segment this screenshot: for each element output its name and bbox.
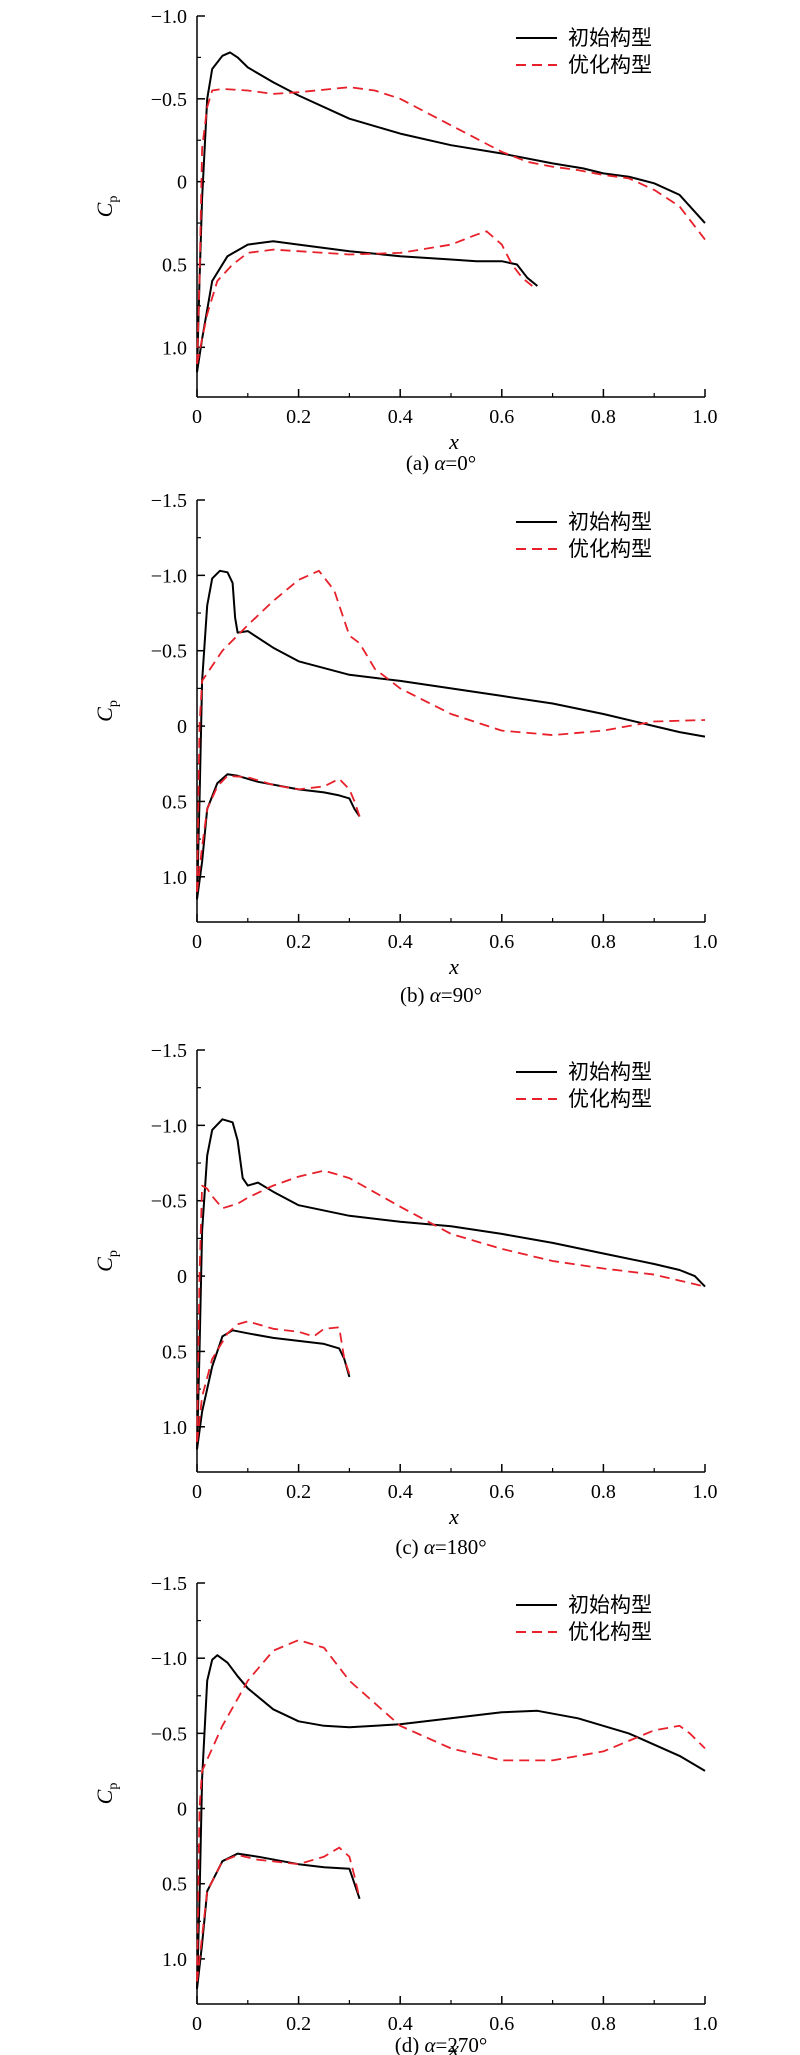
chart-panel-3: −1.5 −1.0 −0.5 0 0.5 1.0 0 0.2 0.4 0.6 0.8 1.0 x Cp 初始… bbox=[92, 1040, 718, 1559]
legend-label-initial: 初始构型 bbox=[568, 1593, 652, 1617]
optimized-series-lower-curve bbox=[196, 1846, 361, 1982]
y-axis-title: Cp bbox=[92, 1783, 121, 1805]
chart-panel-4: −1.5 −1.0 −0.5 0 0.5 1.0 0 0.2 0.4 0.6 0.8 1.0 x Cp 初始… bbox=[92, 1573, 718, 2055]
y-tick-label: −1.5 bbox=[151, 1040, 187, 1062]
x-tick-label: 1.0 bbox=[693, 931, 718, 953]
y-tick-label: −1.0 bbox=[151, 6, 187, 28]
y-tick-label: 0.5 bbox=[162, 1341, 187, 1363]
initial-series-upper-curve bbox=[196, 569, 706, 900]
y-tick-label: 0 bbox=[177, 1799, 187, 1821]
y-tick-label: −1.0 bbox=[151, 1648, 187, 1670]
legend-label-optimized: 优化构型 bbox=[568, 537, 652, 561]
x-tick-label: 1.0 bbox=[693, 2013, 718, 2035]
y-tick-label: 0.5 bbox=[162, 1874, 187, 1896]
x-axis-title: x bbox=[448, 429, 459, 454]
chart-panel-1: −1.0 −0.5 0 0.5 1.0 0 0.2 0.4 0.6 0.8 1.0 x Cp 初始构型优化… bbox=[92, 6, 718, 475]
y-tick-label: 0.5 bbox=[162, 791, 187, 813]
initial-series-lower-curve bbox=[196, 1329, 351, 1450]
initial-series-upper-curve bbox=[196, 51, 706, 373]
x-axis-title: x bbox=[448, 954, 459, 979]
x-tick-label: 0 bbox=[192, 406, 202, 428]
x-tick-label: 0.6 bbox=[489, 931, 514, 953]
optimized-series-lower-curve bbox=[196, 230, 533, 365]
y-tick-label: −0.5 bbox=[151, 1723, 187, 1745]
x-tick-label: 0.8 bbox=[591, 1481, 616, 1503]
initial-series-upper-curve bbox=[196, 1654, 706, 1990]
x-axis-title: x bbox=[448, 1504, 459, 1529]
y-tick-label: 0 bbox=[177, 716, 187, 738]
x-tick-label: 0 bbox=[192, 931, 202, 953]
x-tick-label: 0.6 bbox=[489, 406, 514, 428]
legend-label-optimized: 优化构型 bbox=[568, 1620, 652, 1644]
optimized-series-lower-curve bbox=[196, 774, 361, 893]
y-axis-title: Cp bbox=[92, 700, 121, 722]
y-tick-label: 1.0 bbox=[162, 337, 187, 359]
y-tick-label: −1.0 bbox=[151, 565, 187, 587]
optimized-series-upper-curve bbox=[196, 86, 706, 364]
x-tick-label: 1.0 bbox=[693, 406, 718, 428]
x-tick-label: 0.4 bbox=[388, 2013, 413, 2035]
panel-caption: (d) α=270° bbox=[395, 2033, 488, 2055]
x-tick-label: 0.4 bbox=[388, 1481, 413, 1503]
y-tick-label: −0.5 bbox=[151, 1191, 187, 1213]
x-tick-label: 0.2 bbox=[286, 931, 311, 953]
initial-series-lower-curve bbox=[196, 240, 539, 373]
y-tick-label: −1.5 bbox=[151, 490, 187, 512]
y-tick-label: 1.0 bbox=[162, 867, 187, 889]
legend-label-initial: 初始构型 bbox=[568, 1060, 652, 1084]
optimized-series-upper-curve bbox=[196, 569, 706, 892]
x-tick-label: 1.0 bbox=[693, 1481, 718, 1503]
y-axis-title: Cp bbox=[92, 196, 121, 218]
x-tick-label: 0.4 bbox=[388, 931, 413, 953]
y-tick-label: −0.5 bbox=[151, 89, 187, 111]
y-tick-label: −1.0 bbox=[151, 1115, 187, 1137]
x-tick-label: 0 bbox=[192, 1481, 202, 1503]
initial-series-upper-curve bbox=[196, 1118, 706, 1450]
y-axis-title: Cp bbox=[92, 1250, 121, 1272]
optimized-series-upper-curve bbox=[196, 1639, 706, 1982]
x-tick-label: 0.2 bbox=[286, 2013, 311, 2035]
panel-caption: (a) α=0° bbox=[406, 451, 476, 475]
x-tick-label: 0 bbox=[192, 2013, 202, 2035]
x-tick-label: 0.2 bbox=[286, 1481, 311, 1503]
initial-series-lower-curve bbox=[196, 1852, 361, 1990]
x-tick-label: 0.6 bbox=[489, 1481, 514, 1503]
panel-caption: (c) α=180° bbox=[395, 1535, 486, 1559]
y-tick-label: −0.5 bbox=[151, 641, 187, 663]
x-tick-label: 0.4 bbox=[388, 406, 413, 428]
chart-panel-2: −1.5 −1.0 −0.5 0 0.5 1.0 0 0.2 0.4 0.6 0.8 1.0 x Cp 初始… bbox=[92, 490, 718, 1007]
y-tick-label: 0 bbox=[177, 1266, 187, 1288]
optimized-series-upper-curve bbox=[196, 1169, 706, 1442]
legend-label-initial: 初始构型 bbox=[568, 510, 652, 534]
y-tick-label: 1.0 bbox=[162, 1417, 187, 1439]
initial-series-lower-curve bbox=[196, 773, 361, 900]
y-tick-label: 0 bbox=[177, 172, 187, 194]
x-axis-title: x bbox=[448, 2036, 459, 2055]
y-tick-label: 0.5 bbox=[162, 254, 187, 276]
x-tick-label: 0.8 bbox=[591, 2013, 616, 2035]
x-tick-label: 0.2 bbox=[286, 406, 311, 428]
y-tick-label: 1.0 bbox=[162, 1949, 187, 1971]
x-tick-label: 0.8 bbox=[591, 406, 616, 428]
optimized-series-lower-curve bbox=[196, 1320, 351, 1443]
x-tick-label: 0.6 bbox=[489, 2013, 514, 2035]
x-tick-label: 0.8 bbox=[591, 931, 616, 953]
y-tick-label: −1.5 bbox=[151, 1573, 187, 1595]
legend-label-optimized: 优化构型 bbox=[568, 1087, 652, 1111]
legend-label-optimized: 优化构型 bbox=[568, 53, 652, 77]
panel-caption: (b) α=90° bbox=[400, 983, 482, 1007]
legend-label-initial: 初始构型 bbox=[568, 26, 652, 50]
